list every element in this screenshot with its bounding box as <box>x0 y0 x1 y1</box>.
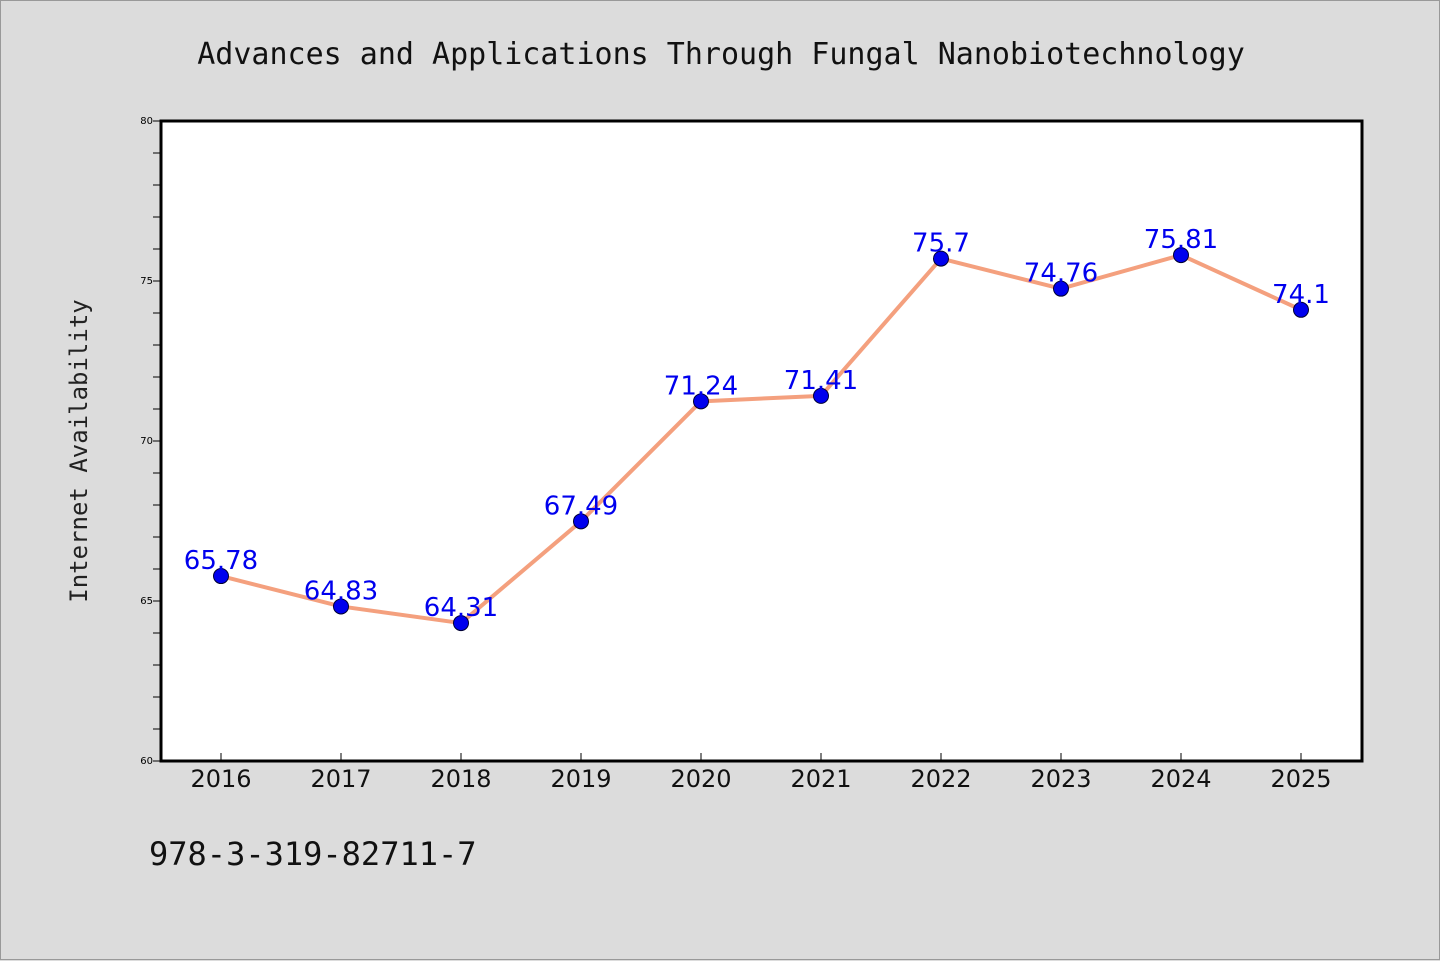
x-tick-label: 2016 <box>190 765 251 793</box>
data-point <box>573 513 589 530</box>
data-label: 74.76 <box>1024 259 1098 289</box>
data-label: 75.81 <box>1144 225 1218 255</box>
data-point <box>813 387 829 404</box>
x-tick-label: 2023 <box>1030 765 1091 793</box>
x-tick-label: 2022 <box>910 765 971 793</box>
data-label: 67.49 <box>544 491 618 521</box>
series-line <box>220 253 1302 626</box>
chart-title: Advances and Applications Through Fungal… <box>197 37 1245 72</box>
y-tick-label: 75 <box>140 276 153 287</box>
data-label: 64.83 <box>304 576 378 606</box>
data-point <box>1293 301 1309 318</box>
data-label: 75.7 <box>912 229 970 259</box>
data-label: 71.24 <box>664 371 738 401</box>
data-label: 74.1 <box>1272 280 1330 310</box>
x-tick-label: 2018 <box>430 765 491 793</box>
isbn-label: 978-3-319-82711-7 <box>149 835 477 873</box>
data-point <box>933 250 949 267</box>
data-label: 64.31 <box>424 593 498 623</box>
data-point <box>453 615 469 632</box>
series-layer: 65.78 64.83 64.31 67.49 71.24 71.41 75.7 74.76 7… <box>184 225 1330 632</box>
x-tick-label: 2019 <box>550 765 611 793</box>
plot-area <box>159 119 1364 763</box>
x-tick-label: 2021 <box>790 765 851 793</box>
x-tick-label: 2017 <box>310 765 371 793</box>
x-tick-label: 2025 <box>1270 765 1331 793</box>
data-point <box>1053 280 1069 297</box>
y-tick-label: 70 <box>140 436 153 447</box>
y-axis: 60 65 70 75 80 <box>140 116 161 767</box>
y-axis-label: Internet Availability <box>65 299 93 602</box>
data-point <box>1173 247 1189 264</box>
data-label: 65.78 <box>184 546 258 576</box>
y-tick-label: 60 <box>140 756 153 767</box>
y-tick-label: 80 <box>140 116 153 127</box>
data-point <box>693 393 709 410</box>
x-tick-label: 2024 <box>1150 765 1211 793</box>
y-tick-label: 65 <box>140 596 153 607</box>
x-axis: 2016 2017 2018 2019 2020 2021 2022 2023 2024 2025 <box>190 753 1332 793</box>
data-point <box>213 568 229 585</box>
data-label: 71.41 <box>784 366 858 396</box>
data-point <box>333 598 349 615</box>
x-tick-label: 2020 <box>670 765 731 793</box>
